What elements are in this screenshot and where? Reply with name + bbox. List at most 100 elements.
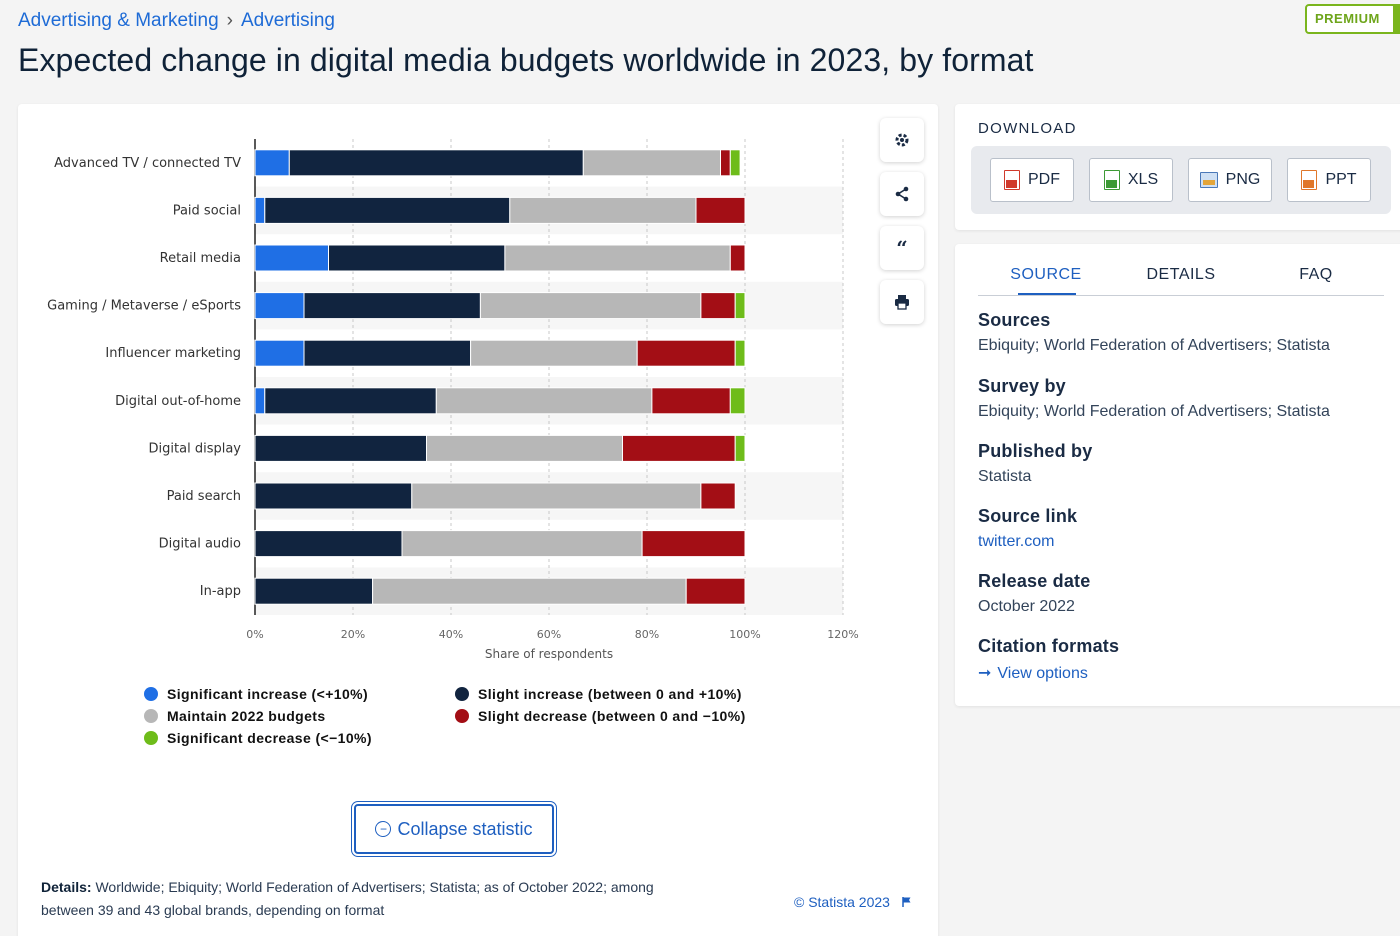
active-tab-indicator [1018,293,1076,295]
download-xls-button[interactable]: XLS [1089,158,1173,202]
y-tick-label: Paid social [173,203,241,218]
legend-label: Slight decrease (between 0 and −10%) [478,708,746,724]
bar-segment [401,530,643,558]
x-tick-label: 120% [827,628,858,641]
legend-item[interactable]: Slight decrease (between 0 and −10%) [455,708,746,724]
download-bar: PDF XLS PNG PPT [971,146,1391,214]
bar-segment [479,292,702,320]
legend-dot [144,709,158,723]
published-value: Statista [978,468,1032,485]
breadcrumb-link-advertising-marketing[interactable]: Advertising & Marketing [18,10,219,31]
breadcrumb-separator: › [226,10,233,31]
legend-dot [455,687,469,701]
bar-segment [729,387,746,415]
source-link-section: Source link twitter.com [978,506,1077,551]
cite-button[interactable]: “ [880,226,924,270]
chart-card: 0% 20% 40% 60% 80% 100% 120% Advanced TV / conn… [18,104,938,936]
bar-segment [700,482,736,510]
view-options-link[interactable]: ➞ View options [978,663,1119,683]
bar-segment [254,149,290,177]
bar-segment [264,196,511,224]
bar-segment [729,244,746,272]
release-date-value: October 2022 [978,598,1075,615]
y-tick-label: Retail media [160,251,241,266]
source-link[interactable]: twitter.com [978,533,1055,550]
collapse-statistic-label: Collapse statistic [397,818,533,839]
y-tick-label: Digital audio [159,537,241,552]
settings-button[interactable] [880,118,924,162]
legend-label: Maintain 2022 budgets [167,708,326,724]
gear-icon [895,133,909,147]
download-png-button[interactable]: PNG [1188,158,1272,202]
details-text: Worldwide; Ebiquity; World Federation of… [41,879,654,918]
x-tick-label: 0% [246,628,263,641]
view-options-label: View options [997,665,1088,682]
citation-label: Citation formats [978,636,1120,656]
download-pdf-button[interactable]: PDF [990,158,1074,202]
tab-faq[interactable]: FAQ [1299,266,1333,283]
y-tick-label: In-app [200,584,241,599]
legend-label: Significant decrease (<−10%) [167,730,372,746]
download-ppt-label: PPT [1325,171,1357,188]
bar-segment [254,530,403,558]
plus-icon[interactable]: + [1393,4,1400,34]
bar-segment [254,292,305,320]
y-tick-label: Influencer marketing [105,346,241,361]
bar-segment [254,482,413,510]
bar-segment [720,149,731,177]
download-pdf-label: PDF [1028,171,1060,188]
source-tabs: SOURCE DETAILS FAQ [978,264,1384,296]
bar-segment [685,577,746,605]
legend-dot [455,709,469,723]
legend-item[interactable]: Significant increase (<+10%) [144,686,368,702]
bar-segment [254,339,305,367]
tab-details[interactable]: DETAILS [1146,266,1216,283]
page-title: Expected change in digital media budgets… [18,42,1034,78]
flag-icon [902,897,911,907]
y-tick-label: Digital out-of-home [115,394,241,409]
survey-value: Ebiquity; World Federation of Advertiser… [978,403,1330,420]
published-section: Published by Statista [978,441,1092,486]
quote-icon: “ [896,236,908,260]
print-button[interactable] [880,280,924,324]
bar-segment [641,530,746,558]
copyright-link[interactable]: © Statista 2023 [794,894,912,910]
bar-segment [254,434,427,462]
share-icon [895,186,909,202]
xls-file-icon [1103,170,1120,190]
chart-toolbar: “ [880,118,926,334]
bar-segment [700,292,736,320]
breadcrumb: Advertising & Marketing › Advertising [18,10,335,32]
pdf-file-icon [1004,170,1020,190]
x-tick-label: 20% [341,628,365,641]
source-panel: SOURCE DETAILS FAQ Sources Ebiquity; Wor… [955,244,1400,706]
png-file-icon [1199,172,1218,188]
tab-source[interactable]: SOURCE [1010,266,1082,283]
legend-dot [144,687,158,701]
legend-dot [144,731,158,745]
bar-segment [582,149,721,177]
legend-item[interactable]: Maintain 2022 budgets [144,708,326,724]
bar-segment [651,387,731,415]
y-tick-label: Digital display [149,441,242,456]
bar-segment [288,149,584,177]
premium-badge[interactable]: PREMIUM + [1305,4,1400,34]
legend-item[interactable]: Significant decrease (<−10%) [144,730,372,746]
copyright-text: © Statista 2023 [794,894,890,910]
release-date-label: Release date [978,571,1091,591]
share-button[interactable] [880,172,924,216]
bar-segment [254,196,266,224]
collapse-statistic-button[interactable]: − Collapse statistic [354,804,554,854]
bar-segment [254,244,329,272]
sources-value: Ebiquity; World Federation of Advertiser… [978,337,1330,354]
print-icon [895,295,909,310]
legend-item[interactable]: Slight increase (between 0 and +10%) [455,686,742,702]
bar-segment [254,577,374,605]
citation-section: Citation formats ➞ View options [978,636,1119,683]
download-ppt-button[interactable]: PPT [1287,158,1371,202]
bar-segment [622,434,736,462]
bar-segment [509,196,697,224]
x-tick-label: 40% [439,628,463,641]
bar-segment [303,339,472,367]
breadcrumb-link-advertising[interactable]: Advertising [240,10,335,31]
